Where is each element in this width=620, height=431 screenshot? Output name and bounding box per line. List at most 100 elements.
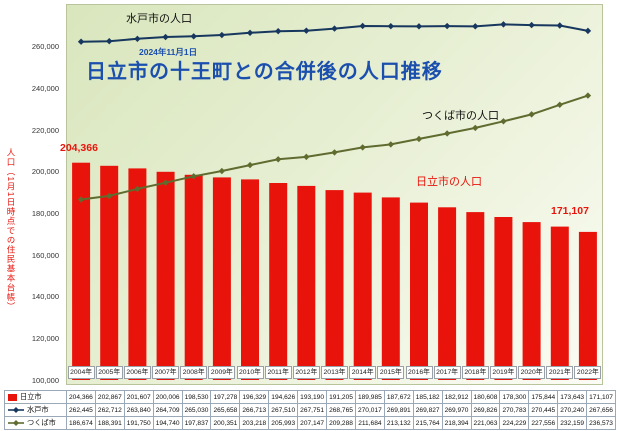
table-value-cell: 269,970 bbox=[442, 404, 472, 417]
table-value-cell: 204,366 bbox=[67, 391, 96, 404]
bar-2015年 bbox=[381, 197, 400, 380]
x-axis-label: 2006年 bbox=[123, 366, 151, 379]
marker-水戸市 bbox=[106, 37, 113, 45]
table-value-cell: 197,278 bbox=[211, 391, 241, 404]
x-axis-label: 2010年 bbox=[236, 366, 264, 379]
bar-2014年 bbox=[353, 192, 372, 380]
marker-つくば市 bbox=[246, 161, 254, 169]
x-axis-label: 2022年 bbox=[574, 366, 602, 379]
marker-水戸市 bbox=[359, 22, 366, 30]
bar-2004年 bbox=[72, 162, 91, 380]
marker-つくば市 bbox=[162, 179, 169, 186]
x-axis-label: 2017年 bbox=[433, 366, 461, 379]
marker-水戸市 bbox=[77, 38, 85, 45]
table-value-cell: 270,783 bbox=[500, 404, 530, 417]
table-value-cell: 269,827 bbox=[413, 404, 443, 417]
bar-2007年 bbox=[156, 171, 175, 380]
table-value-cell: 236,573 bbox=[587, 417, 616, 430]
legend-label: つくば市 bbox=[27, 418, 56, 427]
table-value-cell: 270,017 bbox=[355, 404, 385, 417]
table-value-cell: 262,712 bbox=[95, 404, 125, 417]
plot-area: 2004年 2005年 2006年 2007年 2008年 2009年 2010年 2011年… bbox=[66, 4, 603, 385]
table-value-cell: 188,391 bbox=[95, 417, 125, 430]
bar-2021年 bbox=[550, 226, 569, 380]
table-value-cell: 186,674 bbox=[67, 417, 96, 430]
table-value-cell: 182,912 bbox=[442, 391, 472, 404]
marker-つくば市 bbox=[106, 192, 113, 200]
last-bar-data-label: 171,107 bbox=[551, 205, 589, 217]
table-value-cell: 265,658 bbox=[211, 404, 241, 417]
y-tick-label: 160,000 bbox=[31, 250, 59, 260]
table-value-cell: 265,030 bbox=[182, 404, 212, 417]
legend-label: 日立市 bbox=[20, 392, 42, 401]
marker-つくば市 bbox=[528, 111, 535, 118]
marker-水戸市 bbox=[303, 27, 310, 34]
marker-水戸市 bbox=[134, 35, 141, 43]
marker-水戸市 bbox=[528, 21, 535, 29]
table-value-cell: 263,840 bbox=[124, 404, 154, 417]
marker-つくば市 bbox=[556, 101, 563, 108]
table-value-cell: 187,672 bbox=[384, 391, 414, 404]
table-value-cell: 218,394 bbox=[442, 417, 472, 430]
table-value-cell: 200,351 bbox=[211, 417, 241, 430]
table-value-cell: 173,643 bbox=[558, 391, 588, 404]
y-tick-label: 240,000 bbox=[31, 84, 59, 93]
marker-つくば市 bbox=[387, 141, 395, 148]
marker-つくば市 bbox=[415, 135, 423, 143]
table-value-cell: 203,218 bbox=[240, 417, 270, 430]
tsukuba-series-label: つくば市の人口 bbox=[422, 110, 499, 122]
table-value-cell: 191,750 bbox=[124, 417, 154, 430]
line-つくば市 bbox=[80, 94, 589, 201]
hitachi-series-label: 日立市の人口 bbox=[416, 176, 482, 188]
table-value-cell: 269,891 bbox=[384, 404, 414, 417]
x-axis-label: 2021年 bbox=[546, 366, 574, 379]
marker-水戸市 bbox=[190, 33, 197, 40]
marker-水戸市 bbox=[500, 21, 507, 28]
legend-line-marker-icon bbox=[8, 407, 24, 413]
y-tick-label: 180,000 bbox=[31, 208, 59, 218]
y-tick-label: 260,000 bbox=[31, 42, 59, 52]
y-tick-label: 220,000 bbox=[31, 125, 59, 135]
table-value-cell: 221,063 bbox=[471, 417, 501, 430]
marker-つくば市 bbox=[190, 173, 197, 180]
bar-2018年 bbox=[466, 212, 485, 380]
bar-2013年 bbox=[325, 190, 344, 380]
x-axis-label: 2020年 bbox=[518, 366, 546, 379]
legend-水戸市: 水戸市 bbox=[5, 404, 67, 417]
mito-series-label: 水戸市の人口 bbox=[126, 13, 192, 25]
marker-つくば市 bbox=[500, 118, 507, 125]
table-value-cell: 264,709 bbox=[153, 404, 183, 417]
x-axis-label: 2011年 bbox=[264, 366, 292, 379]
marker-つくば市 bbox=[218, 167, 226, 175]
table-value-cell: 215,764 bbox=[413, 417, 443, 430]
table-value-cell: 180,608 bbox=[471, 391, 501, 404]
bar-2011年 bbox=[269, 183, 288, 380]
bar-2010年 bbox=[241, 179, 259, 380]
table-value-cell: 213,132 bbox=[384, 417, 414, 430]
marker-水戸市 bbox=[472, 23, 479, 30]
y-tick-label: 140,000 bbox=[31, 292, 59, 302]
x-axis-label: 2008年 bbox=[180, 366, 208, 379]
x-axis-label: 2005年 bbox=[95, 366, 123, 379]
bar-2008年 bbox=[184, 174, 203, 380]
bar-2009年 bbox=[212, 177, 231, 380]
table-value-cell: 202,867 bbox=[95, 391, 125, 404]
table-value-cell: 267,751 bbox=[298, 404, 328, 417]
table-value-cell: 232,159 bbox=[558, 417, 588, 430]
legend-つくば市: つくば市 bbox=[5, 417, 67, 430]
bar-2012年 bbox=[297, 185, 316, 380]
marker-つくば市 bbox=[472, 124, 479, 132]
marker-つくば市 bbox=[443, 130, 451, 137]
bar-2016年 bbox=[410, 202, 428, 380]
bar-2005年 bbox=[100, 165, 119, 380]
first-bar-data-label: 204,366 bbox=[60, 142, 98, 154]
table-value-cell: 198,530 bbox=[182, 391, 212, 404]
y-axis-title: 人口（1月1日時点での住民基本台帳） bbox=[6, 148, 16, 312]
marker-つくば市 bbox=[584, 92, 592, 99]
x-axis-label: 2004年 bbox=[67, 366, 95, 379]
table-value-cell: 207,147 bbox=[298, 417, 328, 430]
table-value-cell: 267,510 bbox=[269, 404, 299, 417]
bar-2006年 bbox=[128, 168, 147, 380]
marker-水戸市 bbox=[246, 29, 254, 37]
